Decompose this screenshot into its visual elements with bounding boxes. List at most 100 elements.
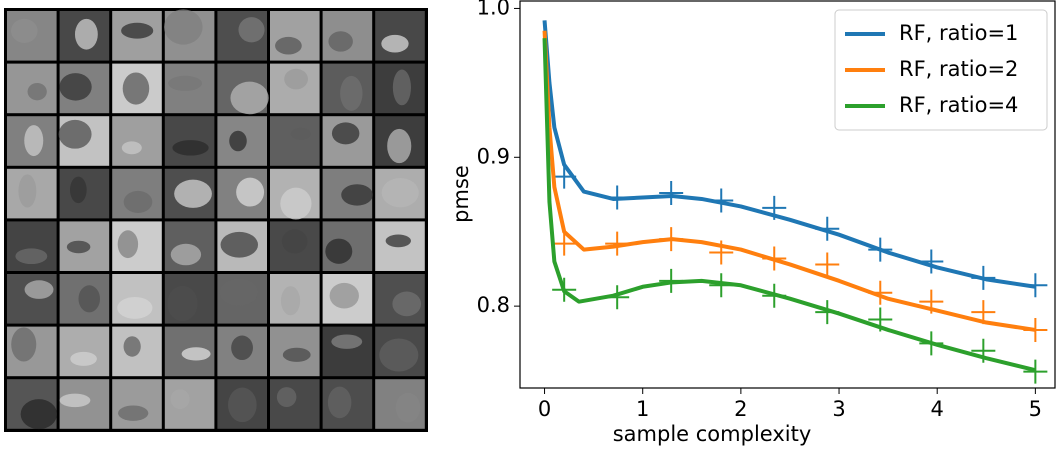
marker xyxy=(919,289,944,314)
image-content xyxy=(123,336,141,357)
series-line xyxy=(542,20,1036,289)
legend-label: RF, ratio=2 xyxy=(899,57,1018,81)
image-content xyxy=(118,405,149,421)
marker xyxy=(868,237,893,262)
marker xyxy=(659,181,684,206)
marker xyxy=(815,252,840,277)
marker xyxy=(868,280,893,305)
image-content xyxy=(282,347,311,362)
marker xyxy=(709,240,734,265)
series-line xyxy=(542,38,1036,373)
image-content xyxy=(59,73,92,101)
marker xyxy=(1023,273,1048,298)
image-content xyxy=(69,176,87,204)
image-content xyxy=(168,75,202,91)
marker xyxy=(605,185,630,210)
marker xyxy=(605,231,630,256)
y-tick-label: 0.8 xyxy=(477,293,510,317)
image-grid xyxy=(4,8,428,432)
marker xyxy=(709,188,734,213)
image-content xyxy=(381,34,409,53)
image-content xyxy=(78,285,101,313)
image-content xyxy=(181,347,211,361)
marker xyxy=(552,164,577,189)
image-content xyxy=(74,18,98,50)
image-content xyxy=(20,399,58,430)
image-content xyxy=(123,190,153,213)
image-tile xyxy=(112,379,162,429)
marker xyxy=(605,285,630,310)
image-content xyxy=(328,31,353,52)
marker xyxy=(919,331,944,356)
image-content xyxy=(236,177,265,207)
image-content xyxy=(379,338,419,372)
image-content xyxy=(281,229,308,254)
image-tile xyxy=(59,326,110,377)
marker xyxy=(971,265,996,290)
image-content xyxy=(395,392,421,423)
x-axis-label: sample complexity xyxy=(613,422,812,446)
image-content xyxy=(230,81,269,115)
x-tick-label: 3 xyxy=(832,397,845,421)
y-tick-label: 1.0 xyxy=(477,0,510,19)
image-content xyxy=(167,285,198,322)
image-tile xyxy=(270,116,320,166)
image-content xyxy=(325,238,353,264)
image-content xyxy=(227,387,257,423)
x-tick-label: 0 xyxy=(538,397,551,421)
series-line xyxy=(542,30,1036,332)
image-content xyxy=(15,248,48,265)
marker xyxy=(815,300,840,325)
legend-label: RF, ratio=1 xyxy=(899,21,1018,45)
image-content xyxy=(121,141,142,155)
image-content xyxy=(117,296,153,319)
x-tick-label: 4 xyxy=(931,397,944,421)
plot-frame xyxy=(519,0,1056,389)
x-tick-label: 1 xyxy=(636,397,649,421)
image-content xyxy=(327,386,352,419)
image-content xyxy=(290,127,311,140)
image-content xyxy=(70,351,97,366)
image-content xyxy=(172,140,209,156)
image-content xyxy=(174,179,212,208)
x-tick-label: 2 xyxy=(734,397,747,421)
image-content xyxy=(385,234,411,248)
image-content xyxy=(58,119,92,149)
image-content xyxy=(24,280,54,299)
marker xyxy=(971,338,996,363)
marker xyxy=(971,300,996,325)
image-content xyxy=(392,291,422,317)
image-content xyxy=(381,178,419,208)
image-content xyxy=(231,335,253,361)
image-content xyxy=(59,393,91,408)
image-content xyxy=(341,184,373,206)
image-content xyxy=(331,334,363,349)
image-content xyxy=(331,122,360,145)
image-tile xyxy=(7,274,57,324)
image-content xyxy=(121,22,154,39)
marker xyxy=(762,195,787,220)
image-content xyxy=(117,230,139,259)
image-content xyxy=(280,187,312,220)
marker xyxy=(552,231,577,256)
marker xyxy=(552,277,577,302)
marker xyxy=(762,283,787,308)
marker xyxy=(709,273,734,298)
image-content xyxy=(18,174,37,208)
marker xyxy=(1023,359,1048,384)
image-content xyxy=(229,130,247,152)
marker xyxy=(659,227,684,252)
marker xyxy=(919,249,944,274)
image-content xyxy=(170,389,190,410)
image-content xyxy=(280,286,301,316)
image-content xyxy=(238,17,265,43)
legend-label: RF, ratio=4 xyxy=(899,93,1018,117)
image-content xyxy=(329,282,359,309)
image-content xyxy=(219,278,258,306)
legend-box xyxy=(834,9,1048,131)
image-content xyxy=(170,243,202,266)
y-axis-label: pmse xyxy=(449,165,473,223)
image-content xyxy=(392,69,411,106)
image-content xyxy=(340,75,363,111)
